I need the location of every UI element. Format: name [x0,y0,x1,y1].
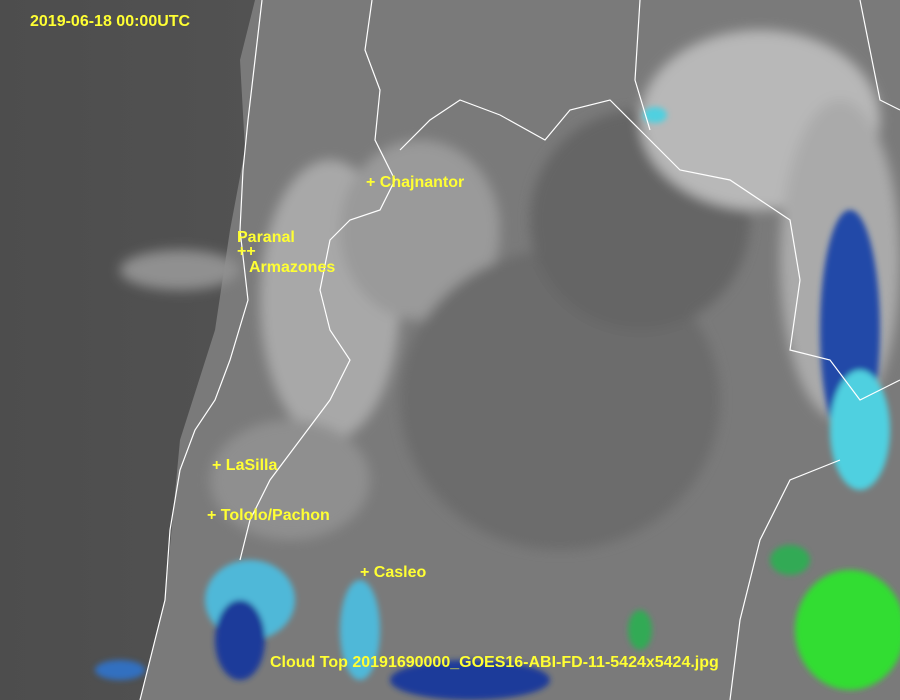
site-label-casleo: + Casleo [360,564,427,581]
cold-cloud-tops [95,107,900,700]
site-label-armazones: Armazones [249,259,336,276]
site-label-lasilla: + LaSilla [212,457,278,474]
site-label-tololo-pachon: + Tololo/Pachon [207,507,330,524]
site-marker-paranal-armazones: ++ [237,243,256,260]
image-caption: Cloud Top 20191690000_GOES16-ABI-FD-11-5… [270,654,719,671]
site-label-paranal: Paranal [237,229,295,246]
country-borders [139,0,900,700]
site-label-chajnantor: + Chajnantor [366,174,465,191]
cloud-texture [120,30,900,550]
timestamp-label: 2019-06-18 00:00UTC [30,13,191,30]
